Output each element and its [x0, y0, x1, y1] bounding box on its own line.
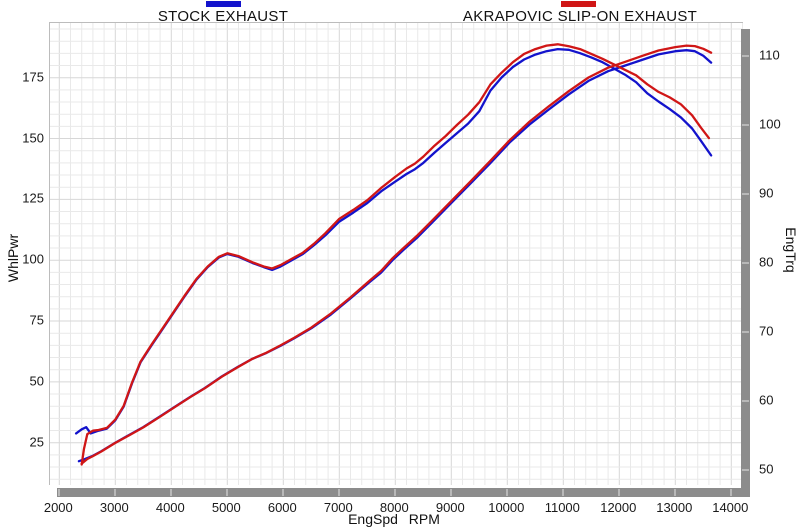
left-axis-title: WhlPwr: [5, 233, 21, 283]
shadow-bar-notch: [742, 331, 749, 333]
x-tick-7000: 7000: [323, 500, 353, 515]
curve-akrapovic-slip-on-exhaust-engtrq: [80, 43, 711, 466]
left-tick-50: 50: [29, 373, 44, 389]
shadow-bar-notch: [170, 489, 172, 496]
right-tick-60: 60: [759, 392, 774, 408]
right-tick-70: 70: [759, 323, 774, 339]
curve-akrapovic-slip-on-exhaust-whlpwr: [80, 44, 713, 465]
shadow-bar-notch: [742, 55, 749, 57]
shadow-bar-notch: [562, 489, 564, 496]
shadow-bar-notch: [742, 193, 749, 195]
shadow-bar-notch: [338, 489, 340, 496]
shadow-bar-notch: [282, 489, 284, 496]
left-tick-25: 25: [29, 434, 44, 450]
x-tick-5000: 5000: [211, 500, 241, 515]
legend-swatch-akrapovic: [561, 1, 596, 7]
shadow-bar-notch: [226, 489, 228, 496]
left-tick-150: 150: [22, 130, 44, 146]
left-tick-175: 175: [22, 69, 44, 85]
legend-swatch-stock: [206, 1, 241, 7]
shadow-bar-notch: [450, 489, 452, 496]
left-tick-75: 75: [29, 312, 44, 328]
plot-area: [49, 22, 743, 485]
x-tick-14000: 14000: [712, 500, 749, 515]
right-tick-50: 50: [759, 461, 774, 477]
shadow-bar-notch: [674, 489, 676, 496]
x-axis-title: EngSpd RPM: [348, 511, 440, 527]
shadow-bar-notch: [742, 400, 749, 402]
shadow-bar-notch: [742, 469, 749, 471]
x-tick-2000: 2000: [43, 500, 73, 515]
x-tick-10000: 10000: [488, 500, 525, 515]
shadow-bar-notch: [58, 489, 60, 496]
shadow-bar-notch: [742, 262, 749, 264]
shadow-bar-notch: [618, 489, 620, 496]
shadow-bar-notch: [394, 489, 396, 496]
right-tick-90: 90: [759, 185, 774, 201]
x-tick-13000: 13000: [656, 500, 693, 515]
bottom-shadow-bar: [57, 488, 750, 497]
shadow-bar-notch: [742, 124, 749, 126]
x-tick-8000: 8000: [379, 500, 409, 515]
right-axis-title: EngTrq: [783, 227, 799, 273]
x-tick-12000: 12000: [600, 500, 637, 515]
right-tick-80: 80: [759, 254, 774, 270]
x-tick-4000: 4000: [155, 500, 185, 515]
right-tick-110: 110: [759, 47, 780, 63]
shadow-bar-notch: [506, 489, 508, 496]
x-tick-6000: 6000: [267, 500, 297, 515]
left-tick-125: 125: [22, 190, 44, 206]
x-tick-11000: 11000: [544, 500, 580, 515]
legend-label-stock: STOCK EXHAUST: [157, 8, 289, 25]
chart-canvas: [50, 23, 743, 485]
shadow-bar-notch: [114, 489, 116, 496]
x-tick-3000: 3000: [99, 500, 129, 515]
shadow-bar-notch: [730, 489, 732, 496]
x-tick-9000: 9000: [435, 500, 465, 515]
right-tick-100: 100: [759, 116, 781, 132]
left-tick-100: 100: [22, 251, 44, 267]
legend-label-akrapovic: AKRAPOVIC SLIP-ON EXHAUST: [462, 8, 698, 25]
